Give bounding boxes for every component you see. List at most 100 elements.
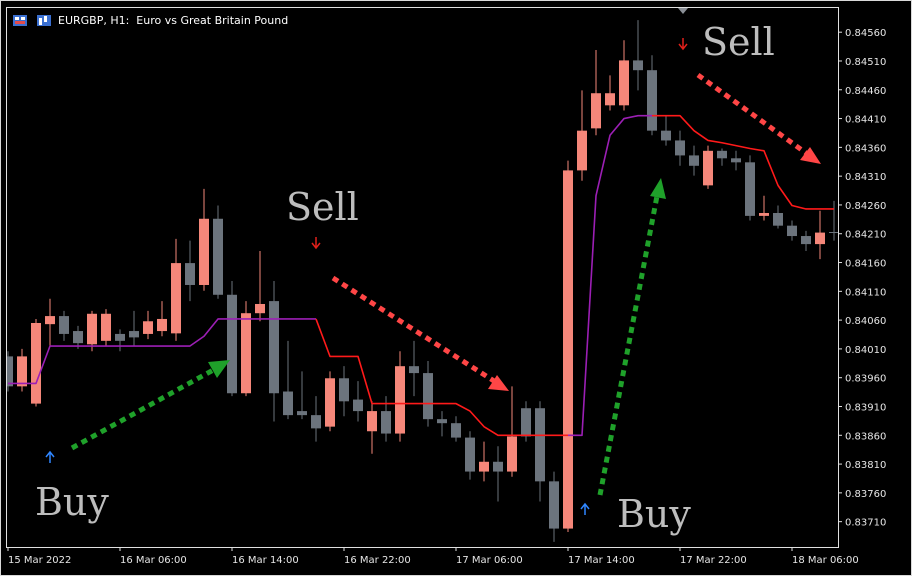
candle-body <box>479 461 489 472</box>
y-tick-label: 0.84360 <box>845 143 886 154</box>
candle-body <box>87 313 97 345</box>
candle-body <box>703 150 713 186</box>
candle-body <box>353 399 363 412</box>
candle-body <box>451 423 461 438</box>
header-icons <box>13 15 51 26</box>
annotation: Sell <box>286 185 359 229</box>
candle-body <box>7 356 13 387</box>
candle-body <box>171 263 181 334</box>
candle-body <box>255 303 265 314</box>
sell-arrow <box>678 38 688 51</box>
icon <box>15 21 25 24</box>
annotation: Buy <box>35 480 109 524</box>
trend-arrow <box>70 366 217 451</box>
candle-body <box>17 356 27 387</box>
candle-body <box>269 301 279 394</box>
candle-body <box>731 158 741 163</box>
candle-body <box>829 232 838 234</box>
candle-body <box>675 140 685 156</box>
candle-body <box>297 411 307 416</box>
icon <box>15 17 19 20</box>
candle-body <box>633 60 643 71</box>
candle-body <box>59 316 69 334</box>
candle-body <box>395 366 405 434</box>
candle-body <box>619 60 629 106</box>
icon <box>44 16 47 22</box>
y-tick-label: 0.83910 <box>845 402 886 413</box>
candle-body <box>787 225 797 237</box>
candle-body <box>199 218 209 285</box>
trend-arrow <box>331 275 496 384</box>
candle-body <box>45 316 55 325</box>
candle-body <box>535 408 545 482</box>
candle-body <box>241 313 251 394</box>
x-tick-label: 17 Mar 14:00 <box>568 555 635 566</box>
x-tick-label: 17 Mar 22:00 <box>680 555 747 566</box>
arrow-head <box>800 147 821 164</box>
y-tick-label: 0.84260 <box>845 201 886 212</box>
candle-body <box>185 263 195 285</box>
x-tick-label: 16 Mar 22:00 <box>344 555 411 566</box>
candle-body <box>227 294 237 394</box>
y-tick-label: 0.84460 <box>845 86 886 97</box>
candle-body <box>101 313 111 341</box>
candle-body <box>465 437 475 472</box>
y-tick-label: 0.84510 <box>845 57 886 68</box>
candle-body <box>577 130 587 171</box>
arrow-head <box>650 178 666 199</box>
candle-body <box>325 378 335 427</box>
y-tick-label: 0.84560 <box>845 28 886 39</box>
y-tick-label: 0.83760 <box>845 489 886 500</box>
icon <box>13 15 27 26</box>
y-tick-label: 0.84110 <box>845 287 886 298</box>
y-tick-label: 0.83710 <box>845 518 886 529</box>
candle-body <box>311 415 321 429</box>
indicator-line <box>315 114 834 437</box>
scroll-marker <box>678 8 688 14</box>
y-tick-label: 0.83960 <box>845 374 886 385</box>
trend-arrow <box>597 195 660 496</box>
candle-body <box>115 333 125 341</box>
candle-body <box>339 378 349 402</box>
candle-body <box>423 373 433 420</box>
plot-frame <box>6 7 839 548</box>
signal-arrows <box>45 38 688 515</box>
chart-title: EURGBP, H1: Euro vs Great Britain Pound <box>58 14 288 27</box>
candle-body <box>437 419 447 424</box>
candle-body <box>801 236 811 245</box>
y-tick-label: 0.83860 <box>845 431 886 442</box>
plot-area <box>7 20 838 542</box>
y-tick-label: 0.84160 <box>845 259 886 270</box>
sell-arrow <box>311 237 321 250</box>
y-tick-label: 0.84060 <box>845 316 886 327</box>
trend-arrow <box>696 72 808 156</box>
y-tick-label: 0.83810 <box>845 460 886 471</box>
arrow-head <box>208 360 230 378</box>
x-tick-label: 16 Mar 06:00 <box>120 555 187 566</box>
candle-body <box>381 411 391 434</box>
annotation: Sell <box>702 20 775 64</box>
icon <box>21 17 25 20</box>
candle-body <box>143 321 153 334</box>
trend-arrows <box>70 72 821 496</box>
candle-body <box>31 322 41 404</box>
arrow-head <box>488 375 509 391</box>
y-tick-label: 0.84210 <box>845 230 886 241</box>
x-tick-label: 15 Mar 2022 <box>8 555 71 566</box>
candle-body <box>661 130 671 141</box>
candle-body <box>563 170 573 529</box>
candle-body <box>815 232 825 245</box>
candle-body <box>73 331 83 344</box>
x-tick-label: 18 Mar 06:00 <box>792 555 859 566</box>
candle-body <box>605 93 615 106</box>
candle-body <box>409 366 419 374</box>
candle-body <box>773 213 783 226</box>
buy-arrow <box>45 450 55 463</box>
candle-body <box>213 218 223 295</box>
y-tick-label: 0.84410 <box>845 115 886 126</box>
candle-body <box>157 318 167 332</box>
candle-body <box>647 70 657 131</box>
candle-body <box>283 391 293 416</box>
